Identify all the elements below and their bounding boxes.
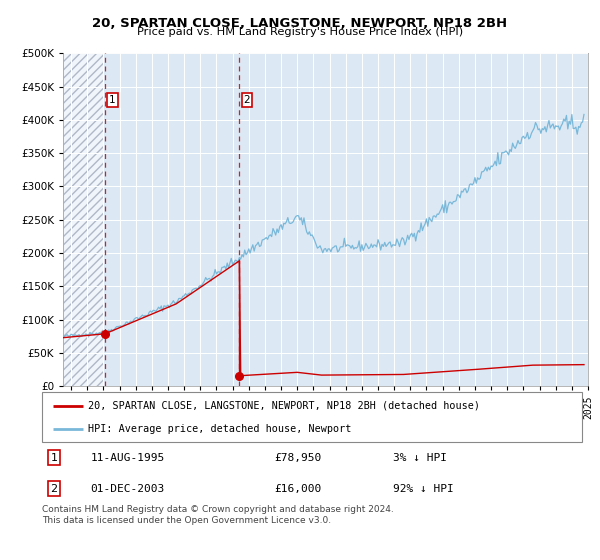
Bar — [63, 53, 103, 386]
FancyBboxPatch shape — [42, 392, 582, 442]
Text: 20, SPARTAN CLOSE, LANGSTONE, NEWPORT, NP18 2BH: 20, SPARTAN CLOSE, LANGSTONE, NEWPORT, N… — [92, 17, 508, 30]
Bar — [63, 53, 103, 386]
Text: 01-DEC-2003: 01-DEC-2003 — [91, 484, 165, 494]
Text: 11-AUG-1995: 11-AUG-1995 — [91, 452, 165, 463]
Text: £78,950: £78,950 — [274, 452, 322, 463]
Text: 20, SPARTAN CLOSE, LANGSTONE, NEWPORT, NP18 2BH (detached house): 20, SPARTAN CLOSE, LANGSTONE, NEWPORT, N… — [88, 400, 480, 410]
Text: £16,000: £16,000 — [274, 484, 322, 494]
Text: 1: 1 — [109, 95, 116, 105]
Text: 1: 1 — [50, 452, 58, 463]
Text: 2: 2 — [50, 484, 58, 494]
Text: 2: 2 — [244, 95, 250, 105]
Text: Price paid vs. HM Land Registry's House Price Index (HPI): Price paid vs. HM Land Registry's House … — [137, 27, 463, 37]
Text: HPI: Average price, detached house, Newport: HPI: Average price, detached house, Newp… — [88, 424, 351, 434]
Text: 92% ↓ HPI: 92% ↓ HPI — [393, 484, 454, 494]
Text: Contains HM Land Registry data © Crown copyright and database right 2024.
This d: Contains HM Land Registry data © Crown c… — [42, 505, 394, 525]
Text: 3% ↓ HPI: 3% ↓ HPI — [393, 452, 447, 463]
